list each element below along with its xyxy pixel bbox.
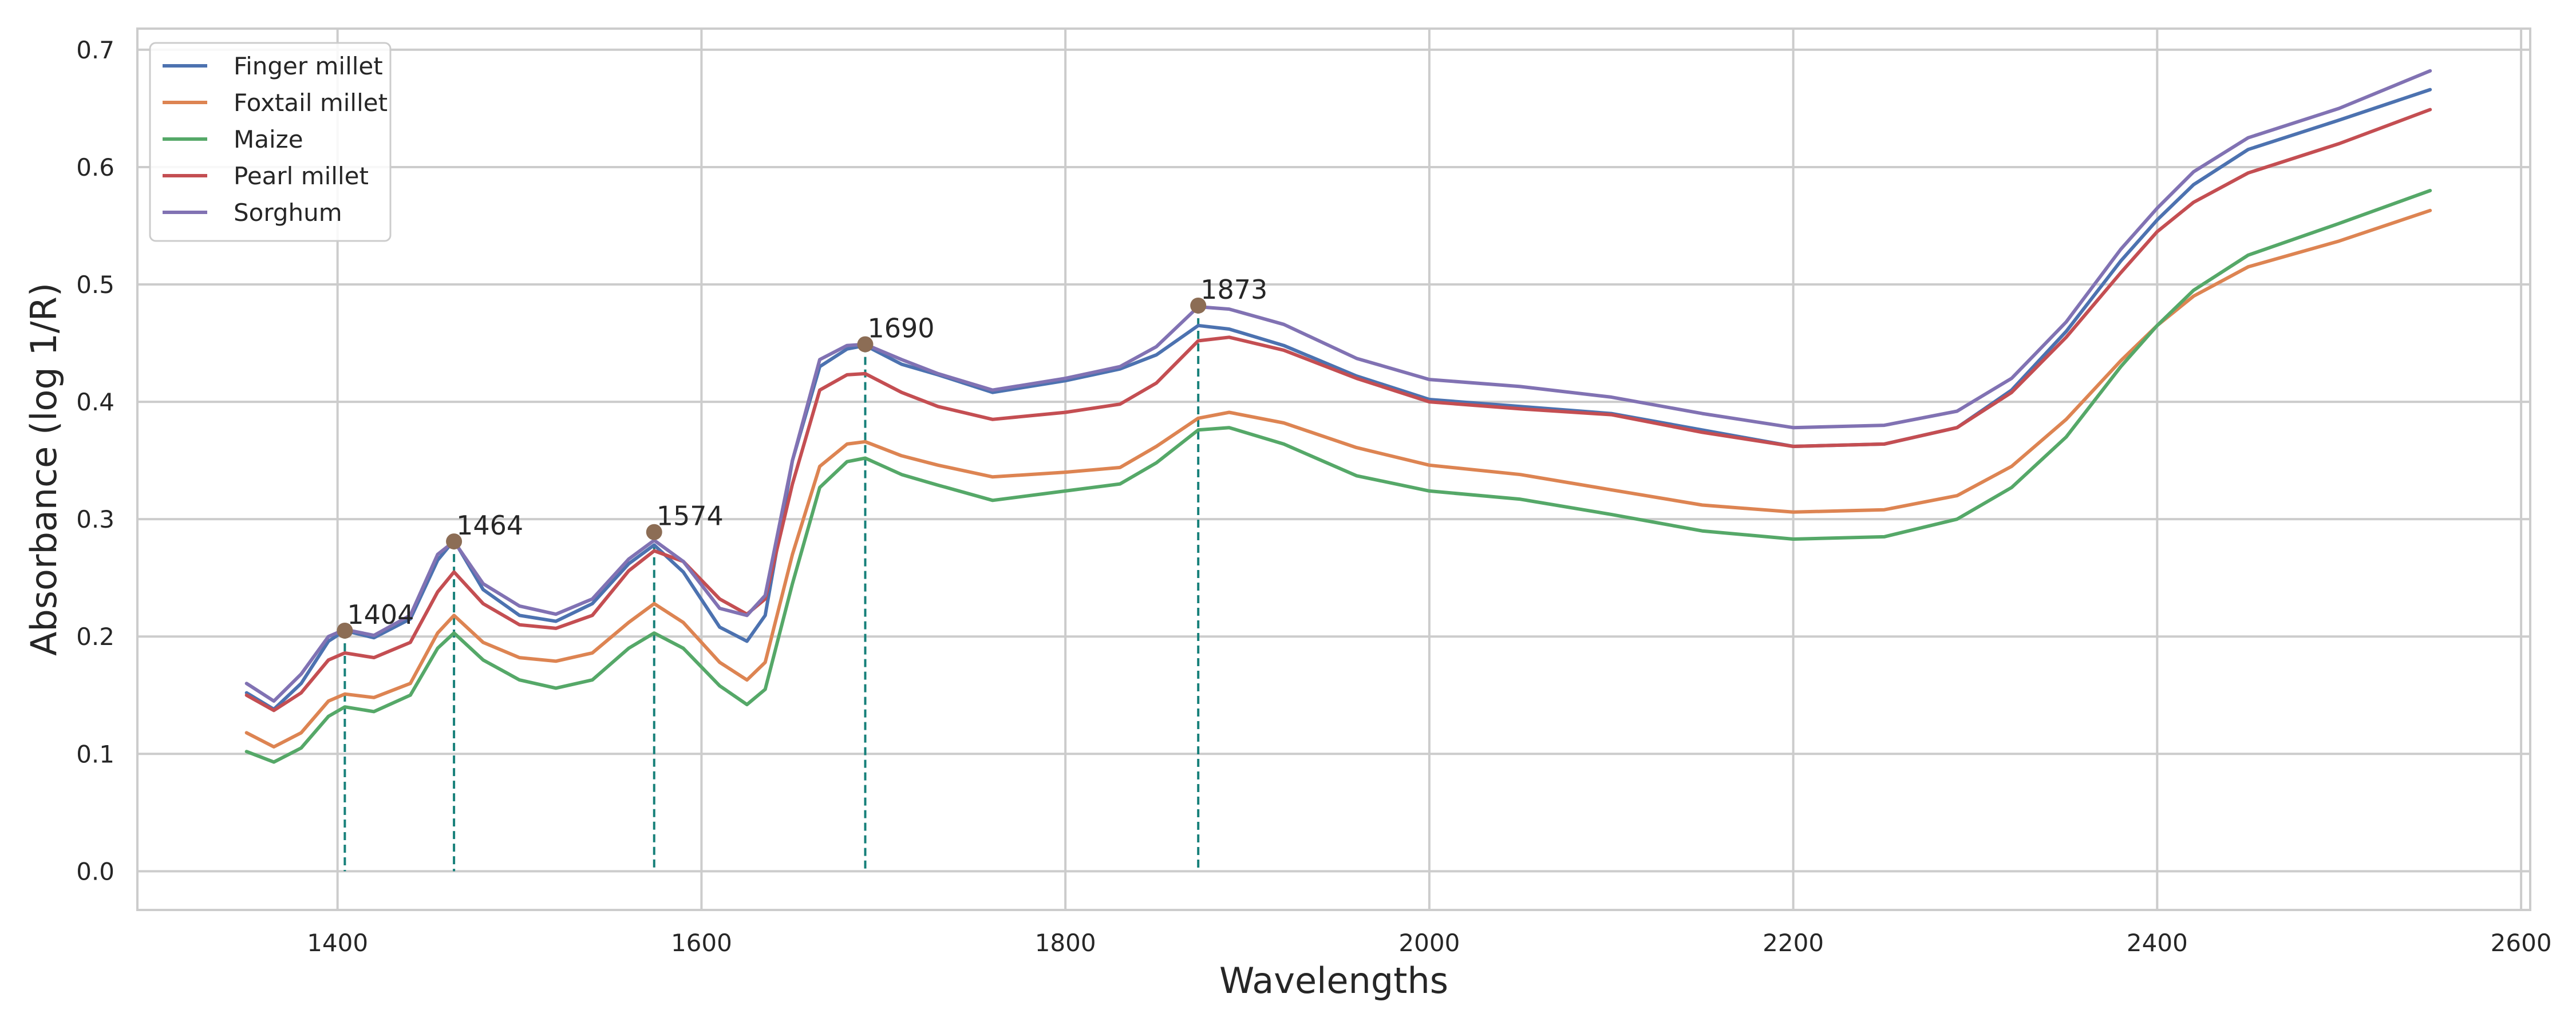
y-tick-label: 0.5 xyxy=(76,271,114,299)
peak-marker xyxy=(646,524,662,540)
series-line xyxy=(244,208,2432,749)
legend-label: Foxtail millet xyxy=(234,89,388,117)
x-tick-label: 1800 xyxy=(1035,929,1096,957)
y-tick-label: 0.2 xyxy=(76,623,114,651)
x-axis-ticks: 1400 1600 1800 2000 2200 2400 2600 xyxy=(307,929,2551,957)
y-tick-label: 0.1 xyxy=(76,740,114,768)
peak-label: 1690 xyxy=(867,313,934,344)
legend-label: Pearl millet xyxy=(234,162,369,190)
peak-label: 1464 xyxy=(456,510,523,541)
series-line xyxy=(244,189,2432,764)
y-tick-label: 0.6 xyxy=(76,153,114,181)
x-tick-label: 2200 xyxy=(1763,929,1824,957)
peak-marker xyxy=(446,533,463,550)
y-tick-label: 0.4 xyxy=(76,388,114,416)
legend-label: Finger millet xyxy=(234,52,383,80)
legend-box xyxy=(149,42,392,242)
y-axis-ticks: 0.0 0.1 0.2 0.3 0.4 0.5 0.6 0.7 xyxy=(76,36,114,885)
peak-label: 1873 xyxy=(1200,274,1267,305)
peak-markers: 1404 1464 1574 1690 1873 xyxy=(337,274,1267,639)
peak-marker xyxy=(337,622,353,639)
peak-label: 1574 xyxy=(657,501,724,532)
y-axis-title: Absorbance (log 1/R) xyxy=(23,283,65,656)
peak-marker xyxy=(857,336,874,353)
y-tick-label: 0.0 xyxy=(76,857,114,885)
x-axis-title: Wavelengths xyxy=(1219,960,1448,1002)
series-line xyxy=(244,108,2432,713)
y-tick-label: 0.3 xyxy=(76,505,114,533)
x-tick-label: 2600 xyxy=(2491,929,2552,957)
peak-marker xyxy=(1190,297,1207,314)
x-tick-label: 1400 xyxy=(307,929,368,957)
legend: Finger millet Foxtail millet Maize Pearl mi… xyxy=(149,42,392,242)
peak-label: 1404 xyxy=(347,599,414,630)
x-tick-label: 2400 xyxy=(2127,929,2188,957)
x-tick-label: 1600 xyxy=(671,929,732,957)
x-tick-label: 2000 xyxy=(1398,929,1460,957)
plot-area-frame xyxy=(136,27,2531,911)
grid-lines xyxy=(137,29,2530,910)
series-lines xyxy=(244,69,2432,764)
y-tick-label: 0.7 xyxy=(76,36,114,64)
legend-label: Sorghum xyxy=(234,199,342,227)
legend-label: Maize xyxy=(234,125,303,153)
peak-guide-lines xyxy=(343,305,1200,872)
